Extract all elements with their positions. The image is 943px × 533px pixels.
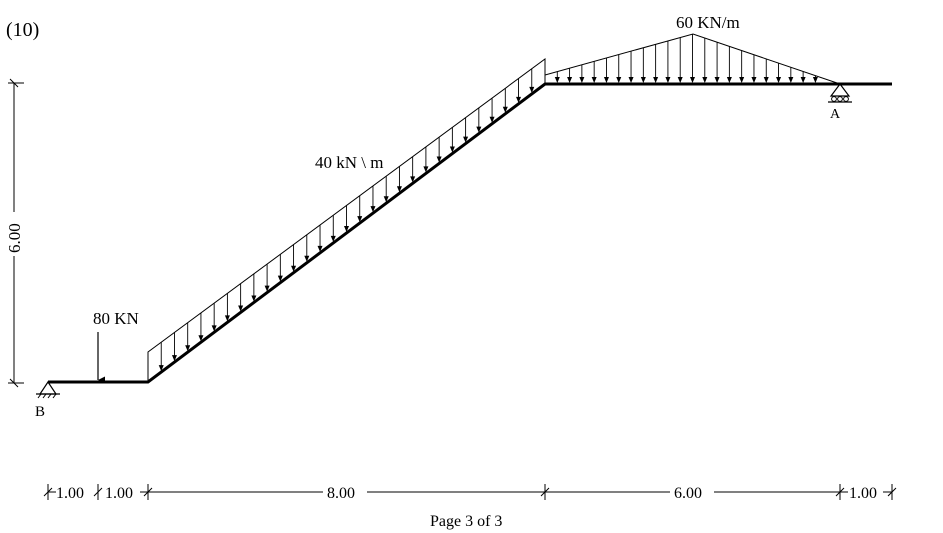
support-b-label: B: [35, 404, 45, 420]
triangular-load: [544, 33, 841, 85]
triangular-load-label: 60 KN/m: [676, 13, 740, 32]
page-footer: Page 3 of 3: [430, 513, 502, 530]
dimension-label-5: 1.00: [849, 485, 877, 502]
inclined-udl: [147, 58, 546, 382]
support-a-roller: [828, 83, 852, 103]
inclined-udl-label: 40 kN \ m: [315, 153, 383, 172]
horizontal-dimension: 1.00 1.00 8.00 6.00 1.00: [43, 484, 897, 502]
support-a-label: A: [830, 107, 841, 122]
dimension-label-2: 1.00: [105, 485, 133, 502]
point-load-label: 80 KN: [93, 309, 139, 328]
problem-number: (10): [6, 19, 39, 41]
dimension-label-4: 6.00: [674, 485, 702, 502]
dimension-label-1: 1.00: [56, 485, 84, 502]
dimension-label-3: 8.00: [327, 485, 355, 502]
support-b-pin: [36, 380, 60, 399]
vertical-dimension: 6.00: [4, 78, 24, 388]
vertical-dimension-label: 6.00: [5, 223, 24, 253]
